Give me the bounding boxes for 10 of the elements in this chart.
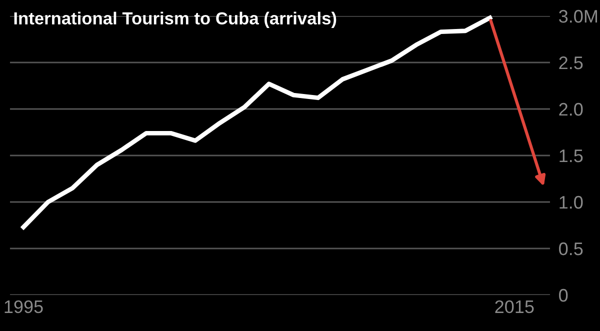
x-tick-label: 1995 — [4, 300, 43, 314]
x-tick-label: 2015 — [495, 300, 534, 314]
y-tick-label: 1.5 — [560, 150, 583, 162]
y-tick-label: 2.5 — [559, 56, 583, 70]
y-tick-label: 1.0 — [560, 196, 583, 209]
chart-title: International Tourism to Cuba (arrivals) — [14, 12, 336, 28]
y-tick-label: 0.5 — [559, 242, 583, 256]
y-tick-label: 0 — [559, 288, 568, 302]
y-tick-label: 2.0 — [559, 102, 583, 116]
y-tick-label: 3.0M — [559, 10, 597, 23]
